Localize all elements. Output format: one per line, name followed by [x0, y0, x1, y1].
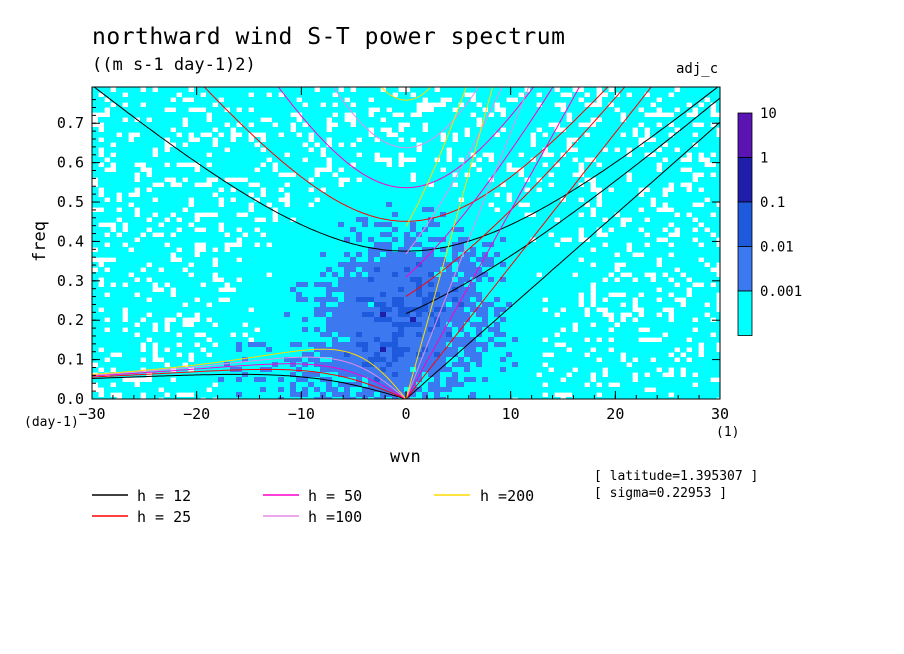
legend-label-h100: h =100 [308, 508, 363, 526]
y-axis-unit: (day-1) [24, 415, 79, 430]
x-tick-label: −30 [78, 405, 105, 423]
y-tick-label: 0.2 [57, 311, 84, 329]
inertia-gravity-wave-h25 [203, 87, 609, 222]
mrg-wave-h50 [405, 87, 554, 278]
kelvin-wave-h50 [405, 87, 580, 399]
power-field [92, 87, 720, 399]
legend-label-h50: h = 50 [308, 487, 363, 505]
inertia-gravity-wave-h100 [332, 87, 480, 149]
kelvin-wave-h12 [405, 121, 720, 399]
y-tick-label: 0.0 [57, 390, 84, 408]
rossby-wave-h200 [92, 348, 407, 399]
y-tick-label: 0.3 [57, 272, 84, 290]
rossby-wave-h50 [92, 363, 407, 399]
colorbar-segment [737, 290, 753, 336]
x-axis-unit: (1) [716, 425, 740, 440]
y-tick-label: 0.5 [57, 193, 84, 211]
rossby-wave-h100 [92, 356, 407, 399]
legend-label-h25: h = 25 [137, 508, 192, 526]
colorbar-label: 1 [760, 151, 768, 167]
inertia-gravity-wave-h200 [380, 87, 432, 101]
legend-label-h12: h = 12 [137, 487, 192, 505]
mrg-wave-h12 [405, 97, 720, 315]
colorbar-segment [737, 246, 753, 292]
colorbar-segment [737, 201, 753, 247]
x-tick-label: 20 [606, 405, 624, 423]
colorbar-segment [737, 112, 753, 158]
x-tick-label: 10 [502, 405, 520, 423]
rossby-wave-h25 [92, 368, 407, 399]
kelvin-wave-h25 [405, 87, 652, 399]
chart-units: ((m s-1 day-1)2) [92, 55, 256, 75]
colorbar-segment [737, 157, 753, 203]
colorbar-label: 0.1 [760, 195, 785, 211]
mrg-wave-h25 [405, 87, 626, 297]
sigma-info: [ sigma=0.22953 ] [594, 486, 728, 501]
x-tick-label: −10 [288, 405, 315, 423]
x-tick-label: 30 [711, 405, 729, 423]
kelvin-wave-h100 [405, 87, 530, 399]
legend-label-h200: h =200 [480, 487, 535, 505]
colorbar-label: 0.001 [760, 284, 802, 300]
mrg-wave-h100 [405, 87, 503, 255]
x-axis-label: wvn [390, 447, 421, 467]
x-tick-label: 0 [401, 405, 410, 423]
rossby-wave-h12 [92, 373, 407, 399]
latitude-info: [ latitude=1.395307 ] [594, 469, 759, 484]
y-axis-label: freq [30, 221, 50, 262]
y-tick-label: 0.1 [57, 351, 84, 369]
colorbar-label: 10 [760, 106, 777, 122]
kelvin-wave-h200 [405, 87, 494, 399]
inertia-gravity-wave-h50 [277, 87, 535, 189]
experiment-tag: adj_c [676, 61, 719, 77]
mrg-wave-h200 [405, 87, 467, 227]
dispersion-curves [92, 87, 720, 399]
colorbar-label: 0.01 [760, 240, 794, 256]
y-tick-label: 0.4 [57, 232, 84, 250]
x-tick-label: −20 [183, 405, 210, 423]
y-tick-label: 0.7 [57, 114, 84, 132]
chart-title: northward wind S-T power spectrum [92, 24, 566, 50]
y-tick-label: 0.6 [57, 154, 84, 172]
inertia-gravity-wave-h12 [93, 87, 719, 252]
